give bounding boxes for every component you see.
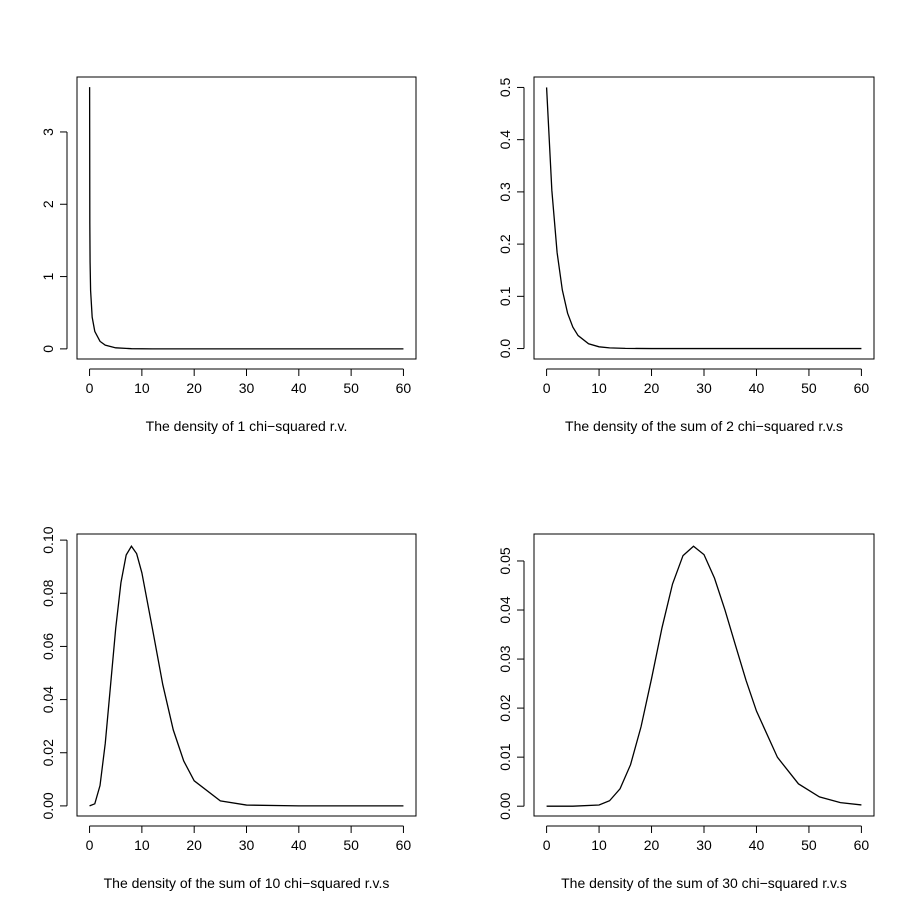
x-axis-label: The density of 1 chi−squared r.v.: [146, 418, 348, 434]
y-tick-label: 0: [40, 345, 56, 353]
x-tick-label: 10: [591, 837, 607, 853]
x-tick-label: 40: [749, 380, 765, 396]
y-tick-label: 0.08: [40, 579, 56, 606]
x-tick-label: 60: [396, 837, 412, 853]
x-tick-label: 30: [239, 837, 255, 853]
x-tick-label: 20: [644, 837, 660, 853]
y-tick-label: 0.04: [40, 686, 56, 713]
y-tick-label: 0.0: [497, 339, 513, 359]
plot-frame: [76, 76, 417, 360]
x-tick-label: 60: [854, 837, 870, 853]
x-tick-label: 30: [696, 837, 712, 853]
density-line: [88, 87, 404, 350]
x-tick-label: 10: [134, 837, 150, 853]
y-tick-label: 0.5: [497, 78, 513, 98]
x-tick-label: 40: [291, 837, 307, 853]
x-axis-label: The density of the sum of 30 chi−squared…: [561, 875, 847, 891]
x-tick-label: 0: [543, 380, 551, 396]
x-tick-label: 0: [543, 837, 551, 853]
x-tick-label: 0: [86, 837, 94, 853]
y-tick-label: 0.00: [497, 792, 513, 819]
y-tick-label: 0.06: [40, 633, 56, 660]
y-tick-label: 0.02: [40, 739, 56, 766]
y-tick-label: 0.00: [40, 792, 56, 819]
x-axis-label: The density of the sum of 10 chi−squared…: [104, 875, 390, 891]
y-tick-label: 0.01: [497, 743, 513, 770]
plot-frame: [533, 76, 875, 360]
x-tick-label: 10: [134, 380, 150, 396]
x-tick-label: 50: [801, 837, 817, 853]
y-tick-label: 0.02: [497, 694, 513, 721]
x-tick-label: 0: [86, 380, 94, 396]
x-tick-label: 10: [591, 380, 607, 396]
y-tick-label: 3: [40, 128, 56, 136]
x-tick-label: 30: [239, 380, 255, 396]
y-tick-label: 0.05: [497, 547, 513, 574]
x-tick-label: 20: [644, 380, 660, 396]
y-tick-label: 0.10: [40, 526, 56, 553]
x-tick-label: 60: [396, 380, 412, 396]
x-tick-label: 40: [749, 837, 765, 853]
x-tick-label: 60: [854, 380, 870, 396]
x-tick-label: 30: [696, 380, 712, 396]
y-tick-label: 0.4: [497, 130, 513, 150]
plot-frame: [533, 533, 875, 817]
density-line: [89, 545, 404, 807]
x-tick-label: 20: [186, 837, 202, 853]
x-tick-label: 40: [291, 380, 307, 396]
x-tick-label: 50: [343, 837, 359, 853]
x-tick-label: 50: [801, 380, 817, 396]
y-tick-label: 0.03: [497, 645, 513, 672]
x-tick-label: 20: [186, 380, 202, 396]
plot-frame: [76, 533, 417, 817]
x-tick-label: 50: [343, 380, 359, 396]
y-tick-label: 0.3: [497, 182, 513, 202]
x-axis-label: The density of the sum of 2 chi−squared …: [565, 418, 843, 434]
y-tick-label: 0.04: [497, 596, 513, 623]
density-line: [545, 87, 862, 350]
y-tick-label: 0.2: [497, 234, 513, 254]
y-tick-label: 1: [40, 272, 56, 280]
density-line: [546, 545, 862, 807]
y-tick-label: 0.1: [497, 286, 513, 306]
y-tick-label: 2: [40, 200, 56, 208]
